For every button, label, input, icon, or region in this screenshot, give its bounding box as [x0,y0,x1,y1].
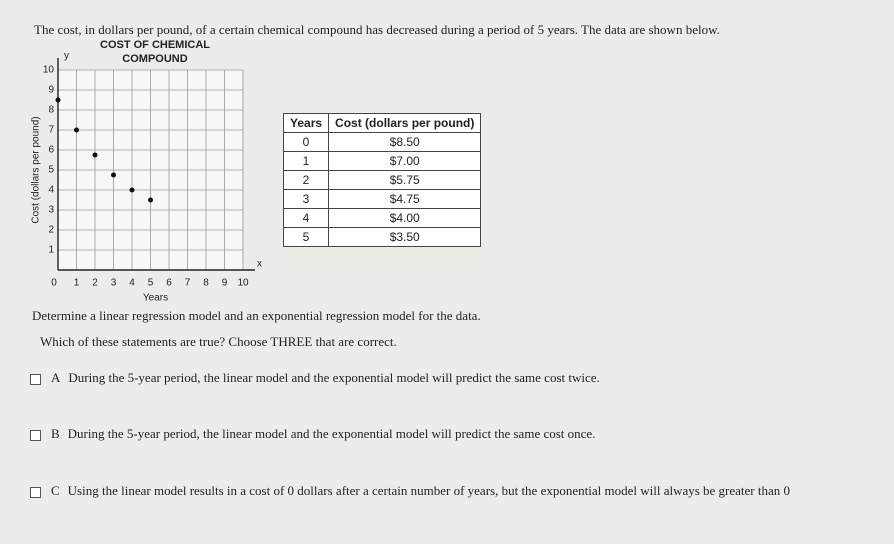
table-cell: 5 [282,227,330,247]
table-row: 3 $4.75 [282,189,482,209]
x-tick-label: 7 [185,278,191,289]
option[interactable]: B During the 5-year period, the linear mo… [30,426,595,442]
column-header: Cost (dollars per pound) [328,113,482,133]
y-tick-label: 3 [48,205,54,216]
y-axis-label: Cost (dollars per pound) [31,116,42,223]
data-point [129,187,135,193]
intro: The cost, in dollars per pound, of a cer… [34,22,720,37]
x-tick-label: 6 [166,278,172,289]
y-tick-label: 8 [48,105,54,116]
table-cell: $3.50 [328,227,482,247]
x-axis-symbol: x [257,259,262,270]
y-axis-symbol: y [64,51,69,62]
x-tick-label: 2 [92,278,98,289]
x-axis-label: Years [143,293,168,304]
option-text: During the 5-year period, the linear mod… [67,426,596,441]
table-row: 4 $4.00 [282,208,482,228]
y-tick-label: 6 [48,145,54,156]
option-letter: A [51,370,61,385]
data-point [111,172,116,178]
data-table: Years Cost (dollars per pound) 0 $8.50 1 $7.… [282,113,482,247]
chart-title: COST OF CHEMICAL COMPOUND [100,39,210,65]
data-point [92,152,98,158]
instruction: Determine a linear regression model and … [32,308,481,323]
data-point [55,97,61,103]
table-cell: $7.00 [328,151,482,171]
option[interactable]: A During the 5-year period, the linear mo… [30,370,600,386]
data-point [74,127,79,133]
option-text: During the 5-year period, the linear mod… [68,370,600,385]
x-tick-label: 10 [237,278,249,289]
option-letter: B [51,426,60,441]
table-cell: $5.75 [328,170,482,190]
x-tick-label: 1 [74,278,80,289]
option-letter: C [51,483,60,498]
x-tick-label: 3 [111,278,117,289]
x-tick-label: 5 [148,278,154,289]
table-cell: 2 [282,170,330,190]
table-body: 0 $8.50 1 $7.00 2 $5.75 3 $4.75 4 $4.00 5 $3.50 [282,132,482,247]
y-tick-label: 9 [48,85,54,96]
x-tick-label: 8 [203,278,209,289]
y-tick-label: 2 [48,225,54,236]
y-tick-label: 5 [48,165,54,176]
y-tick-label: 10 [43,65,55,76]
option-text: Using the linear model results in a cost… [67,483,791,498]
option[interactable]: C Using the linear model results in a cos… [30,483,790,499]
checkbox[interactable] [30,373,41,385]
checkbox[interactable] [30,486,41,498]
y-tick-label: 1 [48,245,54,256]
table-row: 2 $5.75 [282,170,482,190]
table-header: Years Cost (dollars per pound) [282,113,482,133]
table-cell: 1 [282,151,330,171]
table-cell: $4.00 [328,208,482,228]
table-cell: 0 [282,132,330,152]
table-row: 5 $3.50 [282,227,482,247]
x-tick-label: 0 [51,278,57,289]
table-cell: $8.50 [328,132,482,152]
checkbox[interactable] [30,429,41,441]
table-row: 1 $7.00 [282,151,482,171]
y-tick-label: 4 [48,185,54,196]
column-header: Years [282,113,330,133]
y-tick-label: 7 [48,125,54,136]
data-point [148,197,153,203]
table-cell: $4.75 [328,189,482,209]
x-tick-label: 9 [222,278,228,289]
table-cell: 4 [282,208,330,228]
question: Which of these statements are true? Choo… [40,334,397,349]
table-row: 0 $8.50 [282,132,482,152]
table-cell: 3 [282,189,330,209]
x-tick-label: 4 [129,278,135,289]
